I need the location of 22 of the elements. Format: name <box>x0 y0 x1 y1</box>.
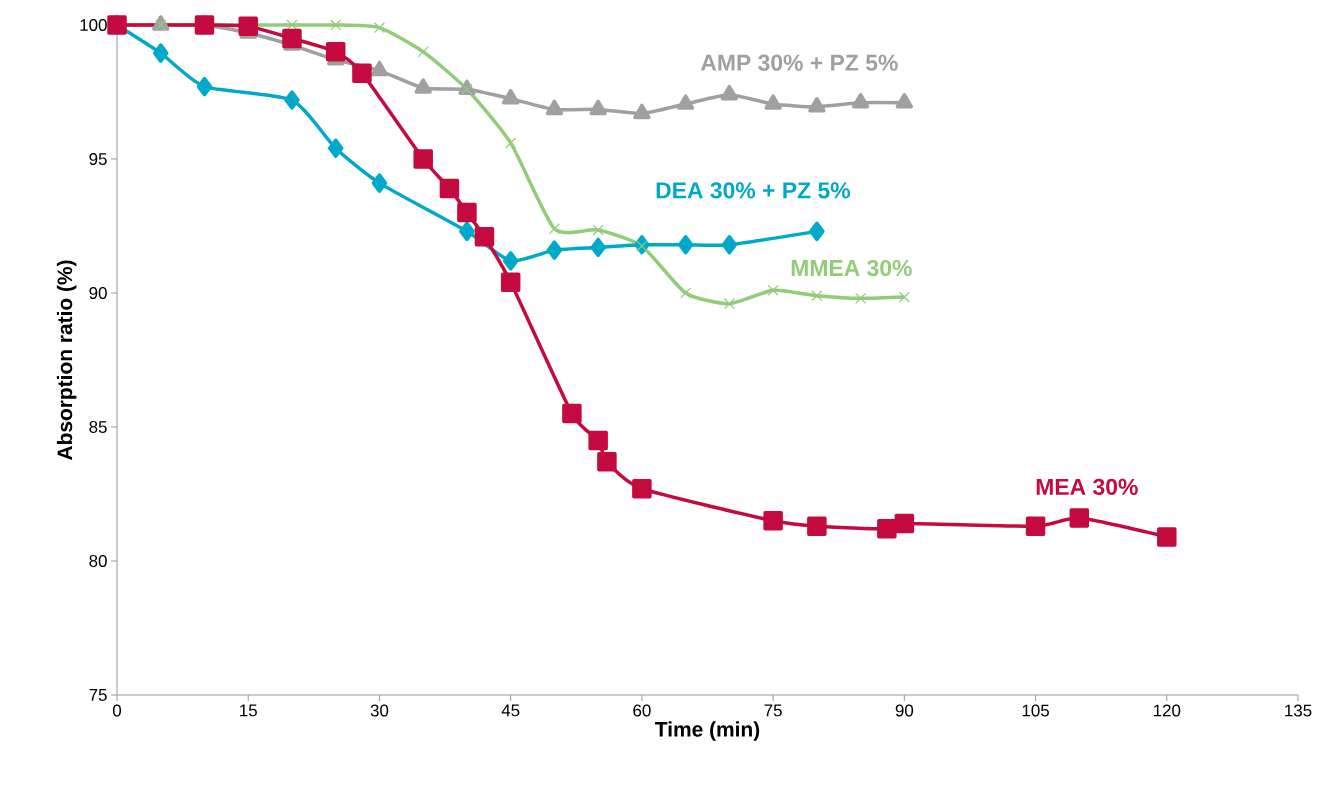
x-tick-label: 135 <box>1285 704 1312 717</box>
x-tick-label: 30 <box>370 704 389 717</box>
series-label: AMP 30% + PZ 5% <box>700 54 898 71</box>
y-tick-label: 85 <box>89 421 107 433</box>
x-tick-label: 15 <box>240 704 257 717</box>
x-tick-label: 120 <box>1153 704 1181 717</box>
x-tick-label: 0 <box>112 704 122 717</box>
x-tick-label: 90 <box>895 704 914 717</box>
x-tick-label: 60 <box>633 704 651 717</box>
x-axis-title: Time (min) <box>655 721 760 741</box>
y-axis-title: Absorption ratio (%) <box>56 260 77 461</box>
y-tick-label: 75 <box>89 689 107 701</box>
x-tick-label: 105 <box>1022 704 1049 717</box>
series-label: DEA 30% + PZ 5% <box>656 182 850 199</box>
y-tick-label: 100 <box>80 18 107 31</box>
series-label: MMEA 30% <box>791 259 912 277</box>
y-tick-label: 90 <box>89 287 107 299</box>
series-label: MEA 30% <box>1036 478 1138 495</box>
x-tick-label: 75 <box>764 704 782 717</box>
y-tick-label: 95 <box>89 153 107 165</box>
y-tick-label: 80 <box>89 555 107 567</box>
x-tick-label: 45 <box>501 704 520 717</box>
